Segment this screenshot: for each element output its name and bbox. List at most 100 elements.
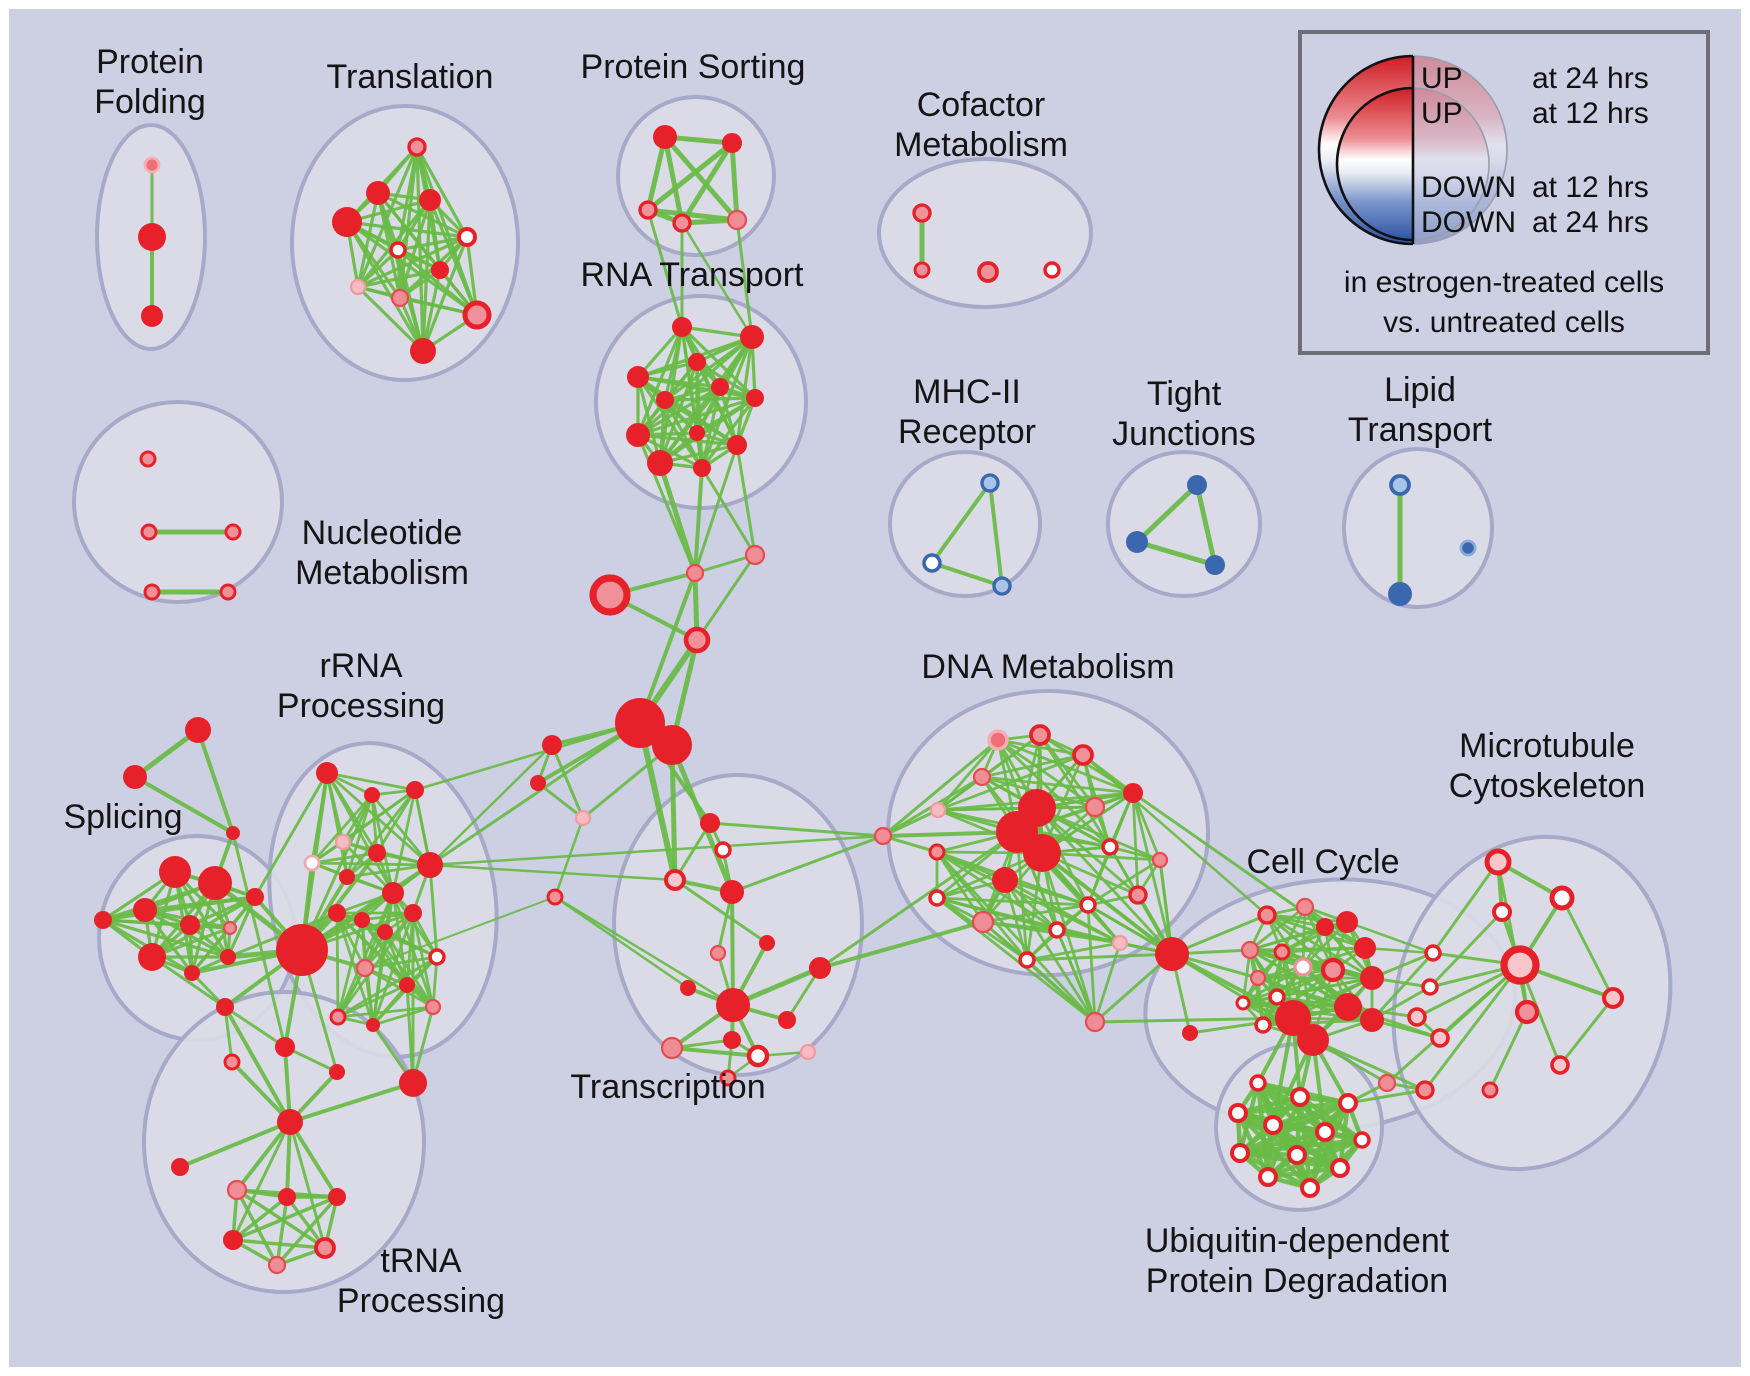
gene-node[interactable] — [1549, 885, 1575, 911]
gene-node[interactable] — [720, 880, 744, 904]
gene-node[interactable] — [660, 1036, 684, 1060]
gene-node[interactable] — [275, 1037, 295, 1057]
gene-node[interactable] — [672, 317, 692, 337]
gene-node[interactable] — [759, 935, 775, 951]
gene-node[interactable] — [928, 843, 946, 861]
gene-node[interactable] — [1492, 902, 1512, 922]
gene-node[interactable] — [1240, 940, 1260, 960]
gene-node[interactable] — [1500, 945, 1540, 985]
gene-node[interactable] — [1315, 1122, 1335, 1142]
gene-node[interactable] — [216, 998, 234, 1016]
gene-node[interactable] — [1407, 1007, 1427, 1027]
gene-node[interactable] — [1072, 744, 1094, 766]
gene-node[interactable] — [652, 725, 692, 765]
gene-node[interactable] — [980, 473, 1000, 493]
gene-node[interactable] — [267, 1255, 287, 1275]
gene-node[interactable] — [1235, 995, 1251, 1011]
gene-node[interactable] — [542, 735, 562, 755]
gene-node[interactable] — [615, 698, 665, 748]
gene-node[interactable] — [424, 998, 442, 1016]
gene-node[interactable] — [714, 841, 732, 859]
gene-node[interactable] — [316, 762, 338, 784]
gene-node[interactable] — [349, 278, 367, 296]
gene-node[interactable] — [1336, 911, 1358, 933]
gene-node[interactable] — [334, 833, 352, 851]
gene-node[interactable] — [141, 305, 163, 327]
gene-node[interactable] — [138, 943, 166, 971]
gene-node[interactable] — [716, 988, 750, 1022]
gene-node[interactable] — [143, 583, 161, 601]
gene-node[interactable] — [1249, 969, 1267, 987]
gene-node[interactable] — [1101, 838, 1119, 856]
gene-node[interactable] — [971, 910, 995, 934]
gene-node[interactable] — [457, 227, 477, 247]
gene-node[interactable] — [987, 729, 1009, 751]
gene-node[interactable] — [399, 977, 415, 993]
gene-node[interactable] — [332, 207, 362, 237]
gene-node[interactable] — [222, 920, 238, 936]
gene-node[interactable] — [328, 904, 346, 922]
gene-node[interactable] — [1550, 1055, 1570, 1075]
gene-node[interactable] — [1273, 943, 1291, 961]
gene-node[interactable] — [719, 1069, 737, 1087]
gene-node[interactable] — [366, 1018, 380, 1032]
gene-node[interactable] — [1360, 1008, 1384, 1032]
gene-node[interactable] — [726, 209, 748, 231]
gene-node[interactable] — [1330, 1158, 1350, 1178]
gene-node[interactable] — [139, 450, 157, 468]
gene-node[interactable] — [198, 866, 232, 900]
gene-node[interactable] — [1079, 896, 1097, 914]
gene-node[interactable] — [1275, 1000, 1311, 1036]
gene-node[interactable] — [1459, 539, 1477, 557]
gene-node[interactable] — [143, 156, 161, 174]
gene-node[interactable] — [1128, 885, 1148, 905]
gene-node[interactable] — [1187, 475, 1207, 495]
gene-node[interactable] — [1268, 988, 1286, 1006]
gene-node[interactable] — [809, 957, 831, 979]
gene-node[interactable] — [1123, 783, 1143, 803]
gene-node[interactable] — [546, 888, 564, 906]
gene-node[interactable] — [377, 924, 393, 940]
gene-node[interactable] — [171, 1158, 189, 1176]
gene-node[interactable] — [220, 949, 236, 965]
gene-node[interactable] — [1297, 1024, 1329, 1056]
gene-node[interactable] — [368, 844, 386, 862]
gene-node[interactable] — [1258, 1167, 1278, 1187]
gene-node[interactable] — [1257, 905, 1277, 925]
gene-node[interactable] — [977, 261, 999, 283]
gene-node[interactable] — [462, 300, 492, 330]
gene-node[interactable] — [1126, 531, 1148, 553]
gene-node[interactable] — [626, 423, 650, 447]
gene-node[interactable] — [972, 767, 992, 787]
gene-node[interactable] — [1601, 986, 1625, 1010]
gene-node[interactable] — [1338, 1093, 1358, 1113]
gene-node[interactable] — [1043, 261, 1061, 279]
gene-node[interactable] — [329, 1008, 347, 1026]
gene-node[interactable] — [1316, 918, 1334, 936]
gene-node[interactable] — [992, 867, 1018, 893]
gene-node[interactable] — [1389, 474, 1411, 496]
gene-node[interactable] — [1111, 934, 1129, 952]
gene-node[interactable] — [627, 366, 649, 388]
gene-node[interactable] — [722, 133, 742, 153]
gene-node[interactable] — [223, 1053, 241, 1071]
gene-node[interactable] — [1249, 1074, 1267, 1092]
gene-node[interactable] — [530, 775, 546, 791]
gene-node[interactable] — [419, 189, 441, 211]
gene-node[interactable] — [638, 200, 658, 220]
gene-node[interactable] — [399, 1069, 427, 1097]
gene-node[interactable] — [685, 563, 705, 583]
gene-node[interactable] — [1320, 957, 1346, 983]
gene-node[interactable] — [1023, 834, 1061, 872]
gene-node[interactable] — [389, 241, 407, 259]
gene-node[interactable] — [1084, 1011, 1106, 1033]
gene-node[interactable] — [1205, 555, 1225, 575]
gene-node[interactable] — [688, 353, 706, 371]
gene-node[interactable] — [574, 809, 592, 827]
gene-node[interactable] — [184, 965, 200, 981]
gene-node[interactable] — [159, 856, 191, 888]
gene-node[interactable] — [1415, 1080, 1435, 1100]
gene-node[interactable] — [740, 325, 764, 349]
gene-node[interactable] — [680, 980, 696, 996]
gene-node[interactable] — [1228, 1103, 1248, 1123]
